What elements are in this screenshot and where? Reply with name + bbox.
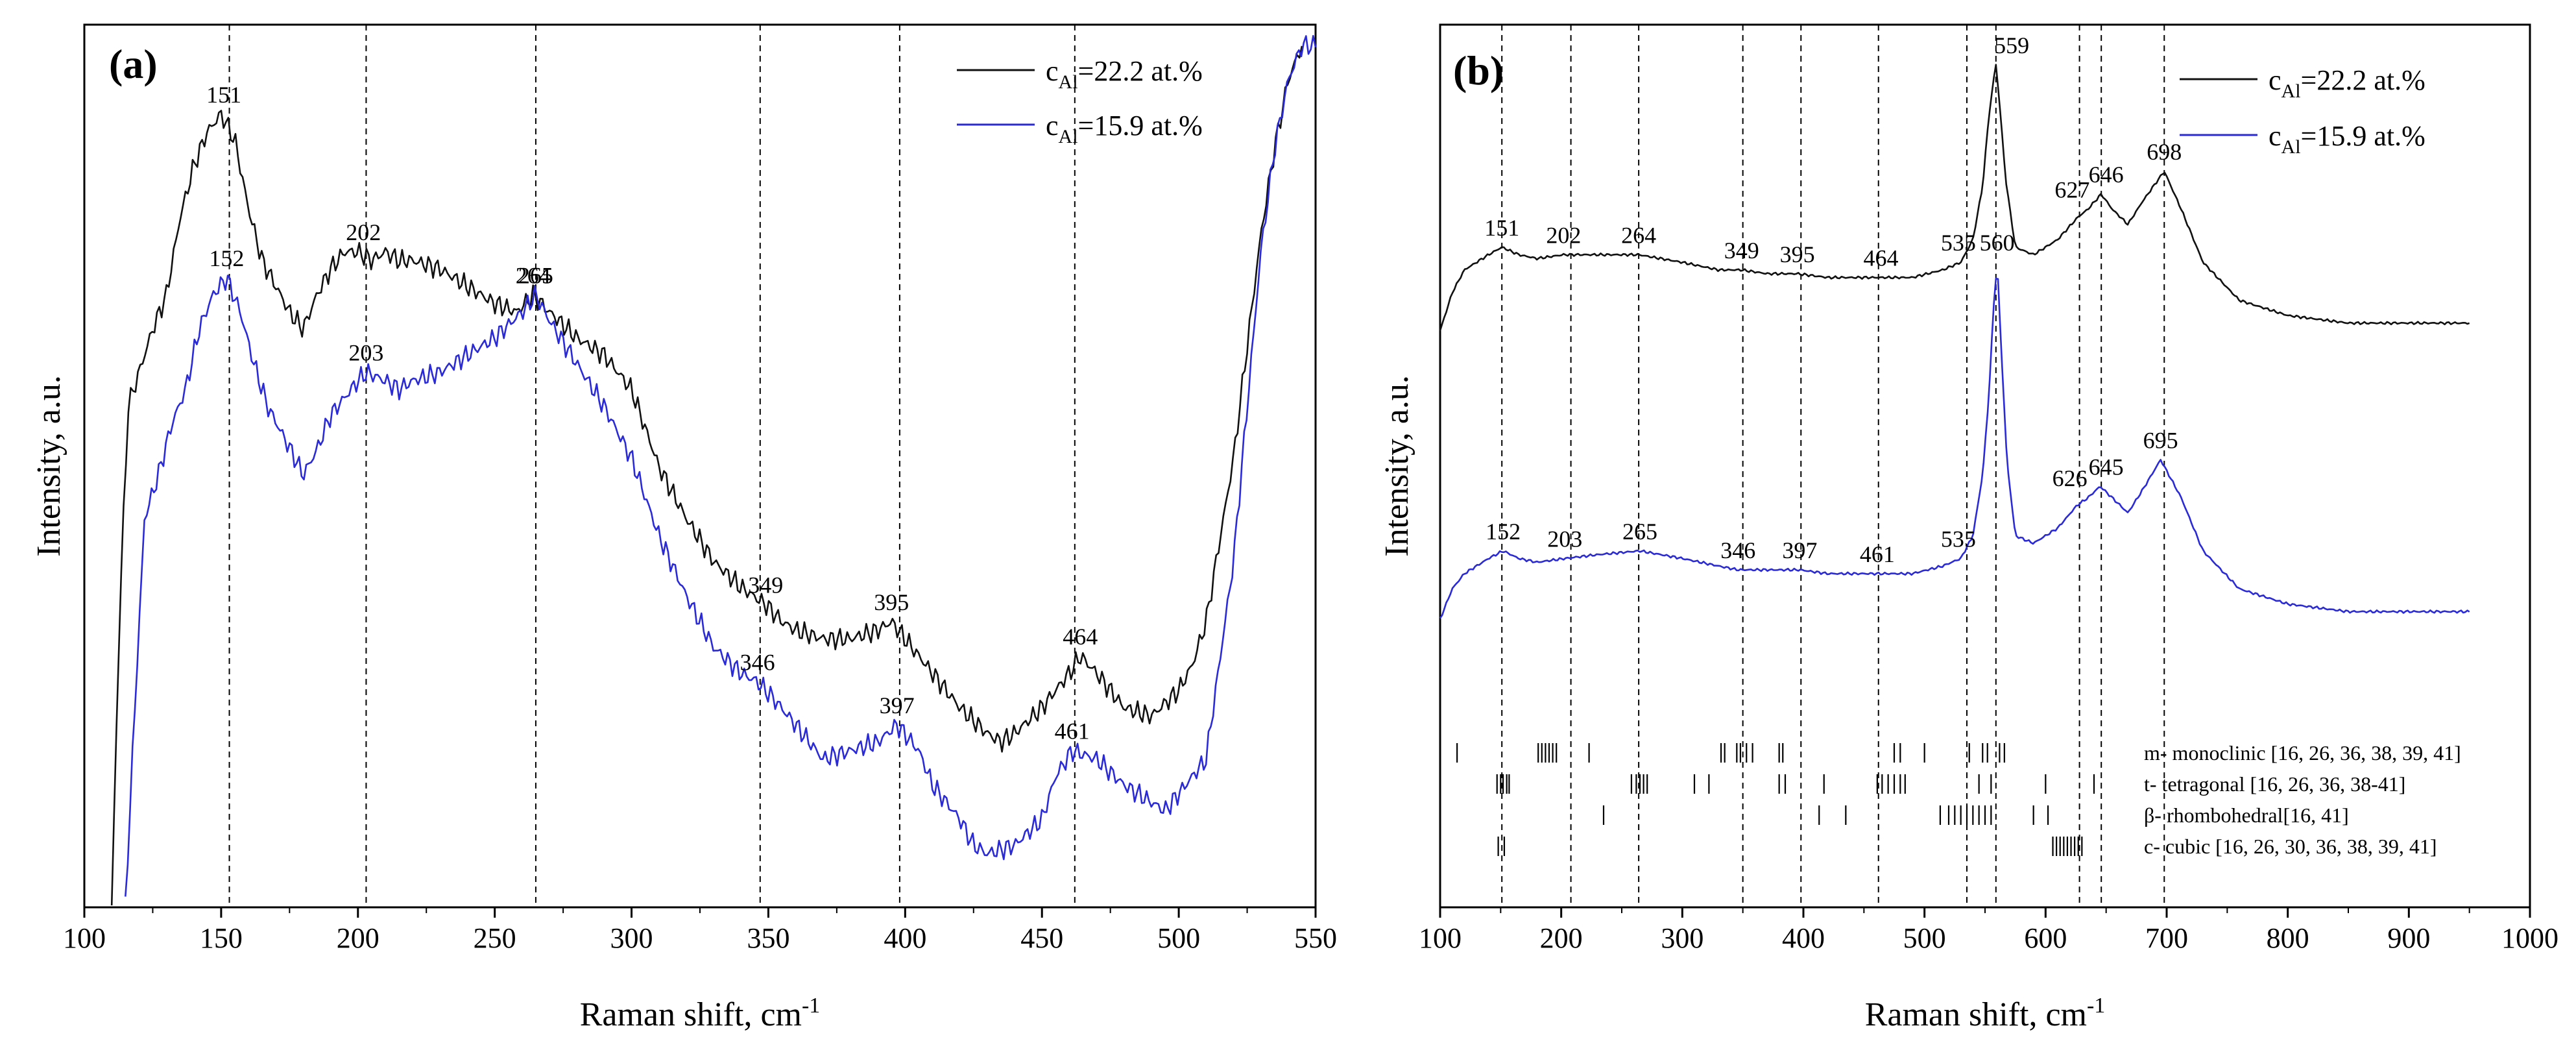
- panel-b-peak-label-4: 395: [1780, 241, 1815, 267]
- panel-b-peak-label-2: 264: [1621, 223, 1656, 249]
- panel-b-peak-label-9: 646: [2089, 162, 2124, 188]
- panel-b-x-tick-label-3: 400: [1782, 922, 1825, 954]
- panel-a-peak-label-5: 464: [1063, 624, 1098, 650]
- panel-b-x-tick-label-8: 900: [2387, 922, 2430, 954]
- panel-a-legend-label-1: cAl=15.9 at.%: [1046, 110, 1203, 147]
- panel-a-peak-label-4: 395: [874, 589, 909, 615]
- panel-b-peak-label-17: 535: [1941, 526, 1976, 552]
- panel-a-x-ticks: 100 150 200 250 300 350 400 450 500 550: [63, 907, 1337, 954]
- panel-b-legend-label-1: cAl=15.9 at.%: [2269, 120, 2426, 158]
- panel-b-peak-label-3: 349: [1724, 238, 1759, 263]
- ref-row-1-label: t- tetragonal [16, 26, 36, 38-41]: [2144, 772, 2405, 796]
- panel-b-x-tick-label-6: 700: [2145, 922, 2188, 954]
- panel-b-peak-label-21: 695: [2143, 427, 2178, 453]
- panel-b-x-tick-label-4: 500: [1903, 922, 1946, 954]
- panel-b-peak-label-11: 152: [1486, 519, 1521, 545]
- panel-a-series: [110, 34, 1317, 906]
- panel-a-label: (a): [109, 41, 158, 87]
- panel-b-peak-label-15: 397: [1782, 537, 1817, 563]
- panel-a-x-tick-label-0: 100: [63, 922, 106, 954]
- ref-row-2-label: β- rhombohedral[16, 41]: [2144, 803, 2349, 827]
- panel-a-series-line-0: [110, 45, 1303, 906]
- panel-a-peak-label-3: 349: [748, 572, 783, 598]
- panel-b-peak-label-0: 151: [1484, 215, 1519, 241]
- panel-b-y-axis-title: Intensity, a.u.: [1378, 375, 1415, 557]
- panel-b-peak-label-18: 560: [1980, 230, 2015, 256]
- panel-a-peak-label-10: 397: [880, 692, 915, 718]
- panel-b-series-line-0: [1439, 64, 2470, 331]
- panel-a-legend-label-0: cAl=22.2 at.%: [1046, 55, 1203, 93]
- panel-b-peak-label-7: 559: [1994, 32, 2029, 58]
- panel-b-peak-label-12: 203: [1547, 526, 1582, 552]
- panel-b-peak-label-8: 627: [2054, 177, 2089, 202]
- panel-b-x-tick-label-7: 800: [2267, 922, 2309, 954]
- panel-b-peak-label-6: 535: [1941, 230, 1976, 256]
- ref-row-0-label: m- monoclinic [16, 26, 36, 38, 39, 41]: [2144, 741, 2461, 765]
- panel-a: 151 202 264 349 395 464 152 203 265 346 397 461 100…: [30, 23, 1337, 1033]
- panel-b-peak-label-1: 202: [1546, 223, 1581, 249]
- panel-b-x-tick-label-0: 100: [1419, 922, 1462, 954]
- panel-a-peak-label-9: 346: [740, 650, 775, 676]
- panel-a-x-tick-label-7: 450: [1020, 922, 1063, 954]
- panel-b-legend-label-0: cAl=22.2 at.%: [2269, 64, 2426, 102]
- panel-a-peak-labels: 151 202 264 349 395 464 152 203 265 346 397 461: [206, 82, 1098, 744]
- panel-a-y-axis-title: Intensity, a.u.: [30, 375, 67, 557]
- panel-b-x-tick-label-9: 1000: [2501, 922, 2558, 954]
- panel-b-x-tick-label-2: 300: [1661, 922, 1703, 954]
- panel-a-peak-label-8: 265: [518, 262, 553, 288]
- panel-b-series: [1439, 64, 2470, 619]
- panel-a-guide-lines: [228, 25, 1076, 907]
- panel-a-peak-label-1: 202: [346, 219, 381, 245]
- panel-a-x-tick-label-5: 350: [747, 922, 789, 954]
- ref-row-3-label: c- cubic [16, 26, 30, 36, 38, 39, 41]: [2144, 835, 2437, 858]
- panel-b-x-tick-label-1: 200: [1540, 922, 1583, 954]
- panel-b-legend: cAl=22.2 at.% cAl=15.9 at.%: [2180, 64, 2426, 158]
- panel-b-reference-bars: m- monoclinic [16, 26, 36, 38, 39, 41] t-…: [1456, 741, 2461, 858]
- panel-b-x-ticks: 100 200 300 400 500 600 700 800 900 1000: [1419, 907, 2558, 954]
- panel-b-peak-label-14: 346: [1720, 537, 1755, 563]
- panel-b-peak-label-13: 265: [1622, 519, 1657, 545]
- panel-a-x-tick-label-1: 150: [200, 922, 243, 954]
- panel-b-x-tick-label-5: 600: [2024, 922, 2067, 954]
- panel-a-peak-label-6: 152: [209, 245, 244, 271]
- panel-a-x-tick-label-2: 200: [337, 922, 379, 954]
- panel-b-peak-label-10: 698: [2147, 139, 2182, 165]
- panel-b-peak-label-20: 645: [2089, 454, 2124, 480]
- panel-a-peak-label-11: 461: [1055, 718, 1090, 744]
- panel-a-legend: cAl=22.2 at.% cAl=15.9 at.%: [957, 55, 1203, 147]
- panel-a-series-line-1: [125, 34, 1317, 897]
- panel-b-peak-label-5: 464: [1863, 245, 1898, 271]
- panel-a-peak-label-7: 203: [348, 340, 383, 366]
- panel-a-x-tick-label-6: 400: [884, 922, 926, 954]
- panel-a-x-axis-title: Raman shift, cm-1: [580, 994, 821, 1033]
- panel-a-x-tick-label-3: 250: [474, 922, 516, 954]
- panel-a-x-tick-label-8: 500: [1157, 922, 1200, 954]
- panel-a-x-tick-label-4: 300: [610, 922, 653, 954]
- panel-a-x-tick-label-9: 550: [1294, 922, 1337, 954]
- panel-a-plot-frame: [83, 23, 1317, 909]
- panel-b-x-axis-title: Raman shift, cm-1: [1865, 994, 2106, 1033]
- panel-b-peak-label-19: 626: [2052, 465, 2088, 491]
- panel-b-series-line-1: [1439, 278, 2470, 619]
- panel-a-peak-label-2: 264: [516, 262, 551, 288]
- panel-a-peak-label-0: 151: [206, 82, 241, 108]
- panel-b-label: (b): [1453, 47, 1504, 93]
- panel-b-peak-label-16: 461: [1860, 541, 1895, 567]
